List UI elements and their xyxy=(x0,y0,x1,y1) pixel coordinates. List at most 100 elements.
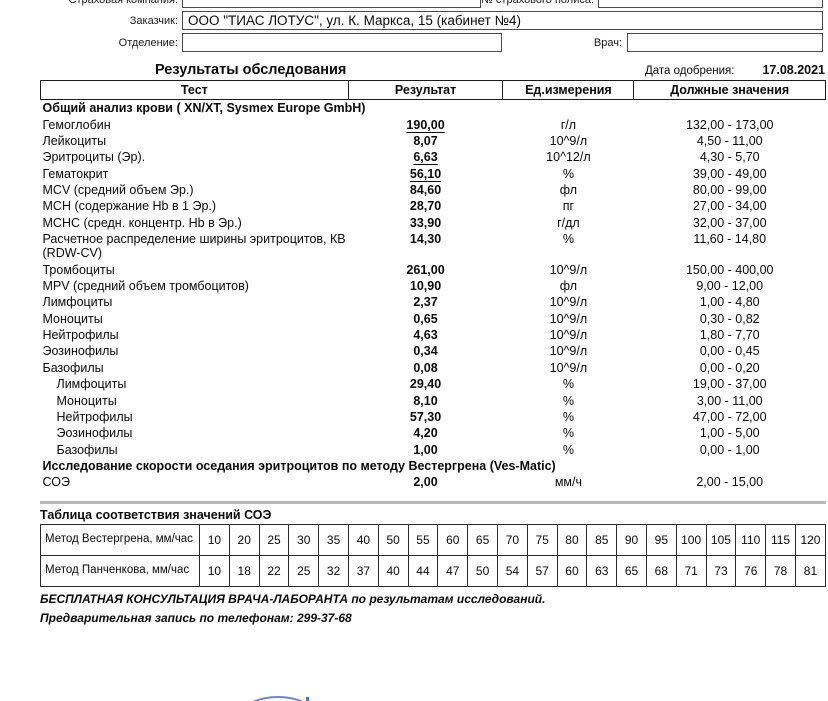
soe-method-label: Метод Вестергрена, мм/час xyxy=(40,523,200,556)
soe-value: 90 xyxy=(616,523,647,556)
soe-value: 40 xyxy=(377,554,409,587)
reference-range: 1,00 - 5,00 xyxy=(699,426,760,441)
soe-value: 110 xyxy=(735,523,767,556)
reference-range: 4,50 - 11,00 xyxy=(696,133,763,148)
unit: % xyxy=(562,166,574,181)
unit: 10^9/л xyxy=(549,328,588,343)
reference-range: 150,00 - 400,00 xyxy=(685,262,774,277)
result-number: 10,90 xyxy=(409,278,442,293)
soe-value: 32 xyxy=(318,554,349,587)
test-name: Тромбоциты xyxy=(42,262,115,277)
soe-value: 37 xyxy=(347,554,379,587)
approval-date-value: 17.08.2021 xyxy=(762,63,825,77)
soe-value: 54 xyxy=(496,554,528,587)
customer-value: ООО "ТИАС ЛОТУС", ул. К. Маркса, 15 (каб… xyxy=(188,13,522,28)
results-header-row: Тест Результат Ед.измерения Должные знач… xyxy=(40,80,826,100)
department-row: Отделение: Врач: xyxy=(0,33,828,52)
reference-range: 9,00 - 12,00 xyxy=(696,278,764,293)
soe-value: 35 xyxy=(318,523,349,556)
soe-value: 78 xyxy=(765,554,796,587)
reference-range: 2,00 - 15,00 xyxy=(696,475,764,490)
result-value: 2,37 xyxy=(348,294,503,310)
soe-value: 76 xyxy=(735,554,767,587)
result-row: Лейкоциты 8,07 10^9/л 4,50 - 11,00 xyxy=(41,133,826,149)
result-value: 4,63 xyxy=(348,327,503,343)
result-row: Нейтрофилы 57,30% 47,00 - 72,00 xyxy=(41,409,826,425)
policy-label: № страхового полиса: xyxy=(481,0,595,6)
test-name: MCH (содержание Hb в 1 Эр.) xyxy=(42,199,217,214)
test-name: Моноциты xyxy=(56,393,117,408)
result-row: MCH (содержание Hb в 1 Эр.) 28,70 пг 27,00 … xyxy=(41,198,826,214)
result-row: MCHC (средн. концентр. Hb в Эр.) 33,90 г/д… xyxy=(41,215,826,231)
soe-value: 120 xyxy=(794,523,827,556)
phone-booking-note: Предварительная запись по телефонам: 299… xyxy=(40,610,352,625)
soe-value: 57 xyxy=(526,554,558,587)
result-number: 28,70 xyxy=(409,199,442,214)
soe-value: 22 xyxy=(258,554,290,587)
result-number: 8,10 xyxy=(413,393,438,408)
unit: % xyxy=(562,393,574,408)
soe-value: 25 xyxy=(288,554,320,587)
unit: 10^9/л xyxy=(549,344,588,359)
col-test: Тест xyxy=(40,80,349,100)
section-row: Общий анализ крови ( XN/XT, Sysmex Europ… xyxy=(41,100,826,117)
result-row: Гематокрит 56,10% 39,00 - 49,00 xyxy=(41,166,826,182)
soe-value: 70 xyxy=(496,523,528,556)
result-row: Эритроциты (Эр). 6,63 10^12/л 4,30 - 5,70 xyxy=(41,149,826,165)
result-number: 8,07 xyxy=(413,133,438,148)
policy-input[interactable] xyxy=(598,0,823,8)
result-out-of-range: 56,10 xyxy=(409,166,442,181)
test-name: Эритроциты (Эр). xyxy=(42,150,146,165)
doctor-label: Врач: xyxy=(593,36,622,49)
result-row: Лимфоциты 2,37 10^9/л 1,00 - 4,80 xyxy=(41,294,826,310)
test-name: СОЭ xyxy=(42,475,70,490)
result-number: 84,60 xyxy=(409,183,442,198)
result-value: 190,00 xyxy=(348,116,503,132)
soe-value: 115 xyxy=(765,523,796,556)
result-out-of-range: 190,00 xyxy=(406,117,445,132)
result-value: 8,07 xyxy=(348,133,503,149)
soe-value: 100 xyxy=(675,523,707,556)
result-number: 33,90 xyxy=(409,215,442,230)
test-name: Базофилы xyxy=(42,360,104,375)
unit: фл xyxy=(559,183,578,198)
result-row: Эозинофилы 4,20% 1,00 - 5,00 xyxy=(41,425,826,441)
result-value: 4,20 xyxy=(348,425,503,441)
result-value: 2,00 xyxy=(348,474,503,490)
reference-range: 4,30 - 5,70 xyxy=(699,150,760,165)
soe-value: 55 xyxy=(407,523,439,556)
unit: 10^9/л xyxy=(549,295,588,310)
result-number: 0,08 xyxy=(413,360,438,375)
result-number: 29,40 xyxy=(409,377,442,392)
results-title: Результаты обследования xyxy=(155,62,347,78)
doctor-input[interactable] xyxy=(627,33,823,52)
test-name: MCV (средний объем Эр.) xyxy=(42,183,194,198)
soe-value: 30 xyxy=(288,523,320,556)
reference-range: 3,00 - 11,00 xyxy=(696,393,763,408)
soe-value: 95 xyxy=(645,523,677,556)
result-number: 261,00 xyxy=(406,262,445,277)
col-unit: Ед.измерения xyxy=(502,80,635,100)
soe-value: 40 xyxy=(347,523,379,556)
result-row: Гемоглобин 190,00 г/л 132,00 - 173,00 xyxy=(41,116,826,132)
unit: 10^9/л xyxy=(549,262,588,277)
soe-value: 10 xyxy=(199,523,230,556)
result-row: Эозинофилы 0,34 10^9/л 0,00 - 0,45 xyxy=(41,343,826,359)
unit: % xyxy=(562,409,574,424)
department-input[interactable] xyxy=(182,33,502,52)
test-name: Расчетное распределение ширины эритроцит… xyxy=(42,232,346,261)
result-number: 57,30 xyxy=(409,409,442,424)
customer-input[interactable]: ООО "ТИАС ЛОТУС", ул. К. Маркса, 15 (каб… xyxy=(182,11,823,30)
result-value: 57,30 xyxy=(348,409,503,425)
soe-value: 85 xyxy=(586,523,618,556)
test-name: Лейкоциты xyxy=(42,133,107,148)
reference-range: 0,00 - 0,20 xyxy=(699,360,760,375)
result-row: Тромбоциты 261,00 10^9/л 150,00 - 400,00 xyxy=(41,261,826,277)
soe-row: Метод Панченкова, мм/час 10 18 22 25 32 37 40 44… xyxy=(40,554,827,587)
result-row: MCV (средний объем Эр.) 84,60 фл 80,00 - 99… xyxy=(41,182,826,198)
unit: фл xyxy=(559,278,578,293)
insurance-input[interactable] xyxy=(182,0,482,8)
unit: 10^9/л xyxy=(549,133,588,148)
test-name: Лимфоциты xyxy=(42,295,113,310)
